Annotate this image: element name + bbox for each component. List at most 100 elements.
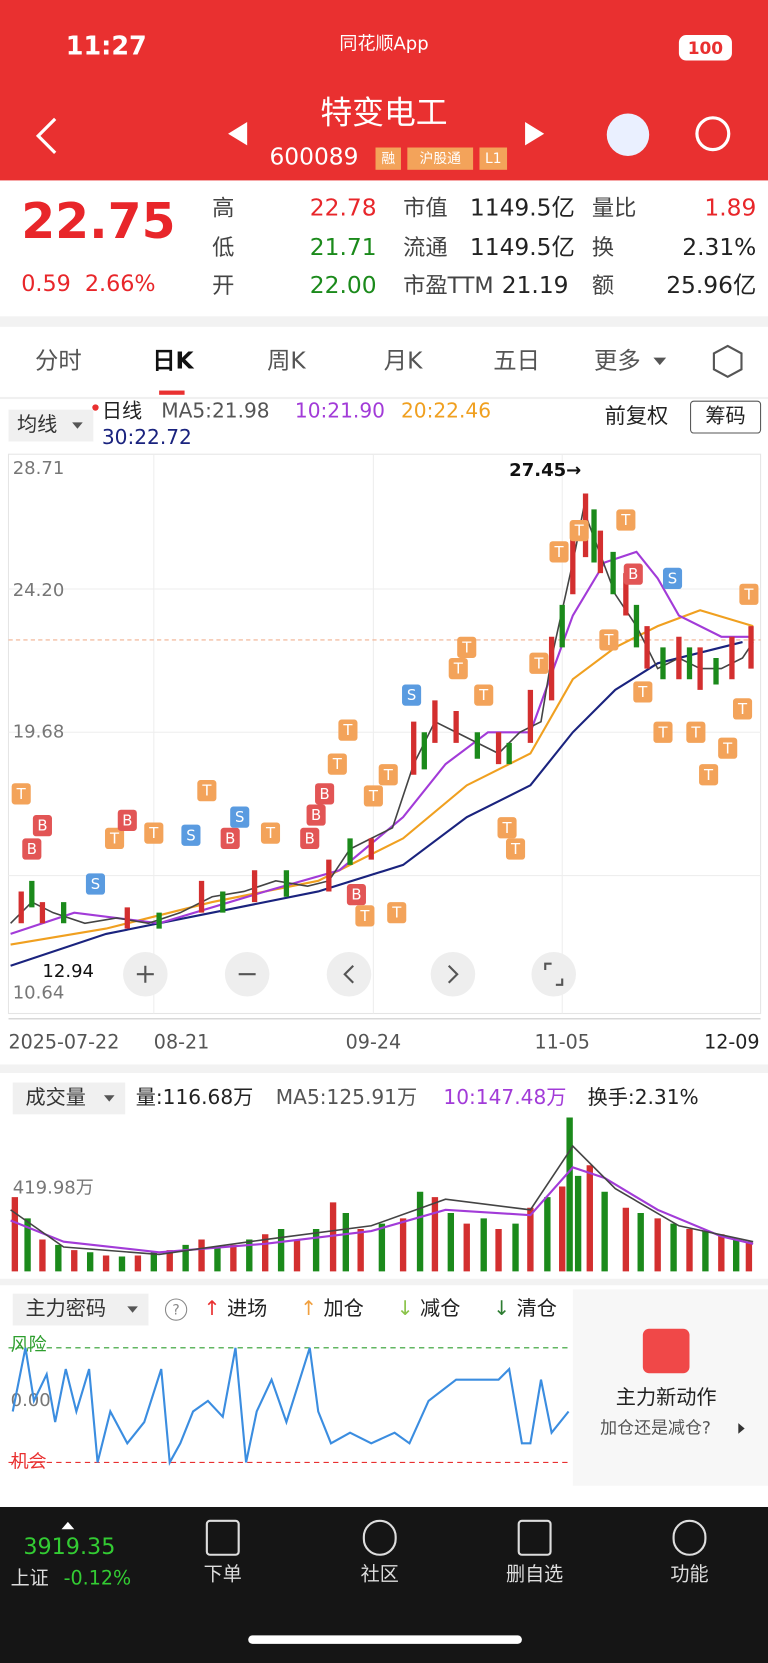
marker: T xyxy=(690,723,701,741)
ma5: MA5:21.98 xyxy=(161,398,269,422)
chance: 机会 xyxy=(11,1451,47,1472)
vol-ma10-line xyxy=(10,1166,754,1254)
back[interactable] xyxy=(35,117,57,154)
vol-selector-bg[interactable] xyxy=(12,1082,126,1115)
nav-icon xyxy=(672,1519,707,1556)
marker: B xyxy=(351,886,361,904)
marker: T xyxy=(359,907,370,925)
marker-bg xyxy=(448,657,468,680)
date: 12-09 xyxy=(704,1031,759,1054)
caret xyxy=(103,1095,115,1102)
high-note: 27.45→ xyxy=(509,460,581,481)
turnover: 换手:2.31% xyxy=(588,1085,699,1109)
marker-bg xyxy=(718,737,738,759)
marker: S xyxy=(186,826,195,844)
date: 2025-07-22 xyxy=(8,1031,119,1054)
tab[interactable]: 周K xyxy=(267,346,306,374)
tab[interactable]: 日K xyxy=(152,346,194,374)
marker: T xyxy=(603,631,614,649)
tab[interactable]: 五日 xyxy=(493,346,540,374)
tab[interactable]: 更多 xyxy=(594,346,641,374)
help-circle[interactable] xyxy=(164,1298,188,1321)
promo-icon xyxy=(642,1328,690,1374)
fullscreen[interactable] xyxy=(531,951,576,997)
tab[interactable]: 月K xyxy=(384,346,423,374)
marker-bg xyxy=(355,905,375,927)
marker-bg xyxy=(505,838,526,860)
field-label: 换 xyxy=(592,235,614,261)
marker: T xyxy=(391,904,402,922)
date: 09-24 xyxy=(346,1031,401,1054)
tag-text: 沪股通 xyxy=(420,151,462,167)
marker-bg xyxy=(346,884,366,906)
marker: T xyxy=(332,755,343,773)
marker: B xyxy=(37,817,47,835)
adjust[interactable]: 前复权 xyxy=(605,404,669,429)
marker-bg xyxy=(739,583,759,605)
ma-selector[interactable]: 均线 xyxy=(17,412,57,436)
field-value: 21.71 xyxy=(310,233,377,261)
marker-bg xyxy=(549,541,569,563)
marker-bg xyxy=(197,780,217,802)
help[interactable]: ? xyxy=(172,1303,179,1319)
index-value[interactable]: 3919.35 xyxy=(23,1534,115,1560)
chips[interactable]: 筹码 xyxy=(705,404,745,428)
tag-text: 融 xyxy=(381,151,395,167)
marker-bg xyxy=(144,822,164,844)
field-value: 2.31% xyxy=(682,233,756,261)
ma20: 20:22.46 xyxy=(401,398,491,422)
ma30-line xyxy=(10,641,743,967)
marker-bg xyxy=(699,764,719,786)
chips-btn[interactable] xyxy=(690,400,762,434)
promo-sub[interactable]: 加仓还是减仓? xyxy=(600,1418,711,1438)
battery-level: 100 xyxy=(688,39,723,59)
marker: B xyxy=(27,840,37,858)
robot-icon[interactable] xyxy=(606,113,650,157)
arrow: ↑ xyxy=(204,1296,221,1320)
search[interactable] xyxy=(695,116,731,152)
index-caret xyxy=(61,1521,75,1530)
quote-fields: 高 22.78 市值 1149.5亿 量比 1.89 低 21.71 流通 1149.5亿换 2.3… xyxy=(212,194,756,299)
marker: T xyxy=(383,766,394,784)
nav-item[interactable]: 社区 xyxy=(361,1562,399,1585)
ma10-line xyxy=(10,550,754,935)
marker-bg xyxy=(686,721,706,743)
legend: 加仓 xyxy=(324,1296,364,1320)
prev[interactable] xyxy=(326,951,372,997)
next[interactable] xyxy=(430,951,476,997)
settings[interactable] xyxy=(712,344,743,378)
app-name: 同花顺App xyxy=(339,34,428,55)
mf-selector[interactable]: 主力密码 xyxy=(25,1296,106,1320)
line-type: 日线 xyxy=(102,398,142,422)
legend: 进场 xyxy=(227,1296,267,1320)
marker-bg xyxy=(732,698,753,720)
grid xyxy=(8,454,761,1014)
tab[interactable]: 分时 xyxy=(35,346,82,374)
index-name: 上证 xyxy=(11,1567,49,1590)
legend: 减仓 xyxy=(420,1296,460,1320)
field-value: 1.89 xyxy=(704,194,756,222)
promo-title[interactable]: 主力新动作 xyxy=(616,1385,717,1409)
marker-bg xyxy=(306,804,326,826)
mf-selector-bg[interactable] xyxy=(12,1293,149,1326)
vol-selector[interactable]: 成交量 xyxy=(25,1085,85,1109)
price: 22.75 xyxy=(21,193,175,250)
nav-item[interactable]: 功能 xyxy=(670,1562,708,1585)
nav-item[interactable]: 下单 xyxy=(204,1562,242,1585)
marker-bg xyxy=(32,815,52,837)
marker: T xyxy=(148,824,159,842)
change: 0.59 xyxy=(21,271,71,297)
field-value: 22.78 xyxy=(310,194,377,222)
marker-bg xyxy=(315,783,335,805)
marker-bg xyxy=(327,753,347,775)
marker: S xyxy=(91,875,100,893)
promo-bg[interactable] xyxy=(572,1289,768,1486)
chart-frame xyxy=(7,453,762,1015)
marker-bg xyxy=(11,783,31,805)
risk: 风险 xyxy=(11,1335,47,1356)
tag xyxy=(407,147,474,170)
marker: B xyxy=(628,565,638,583)
nav-item[interactable]: 删自选 xyxy=(506,1562,563,1585)
marker: T xyxy=(201,782,212,800)
